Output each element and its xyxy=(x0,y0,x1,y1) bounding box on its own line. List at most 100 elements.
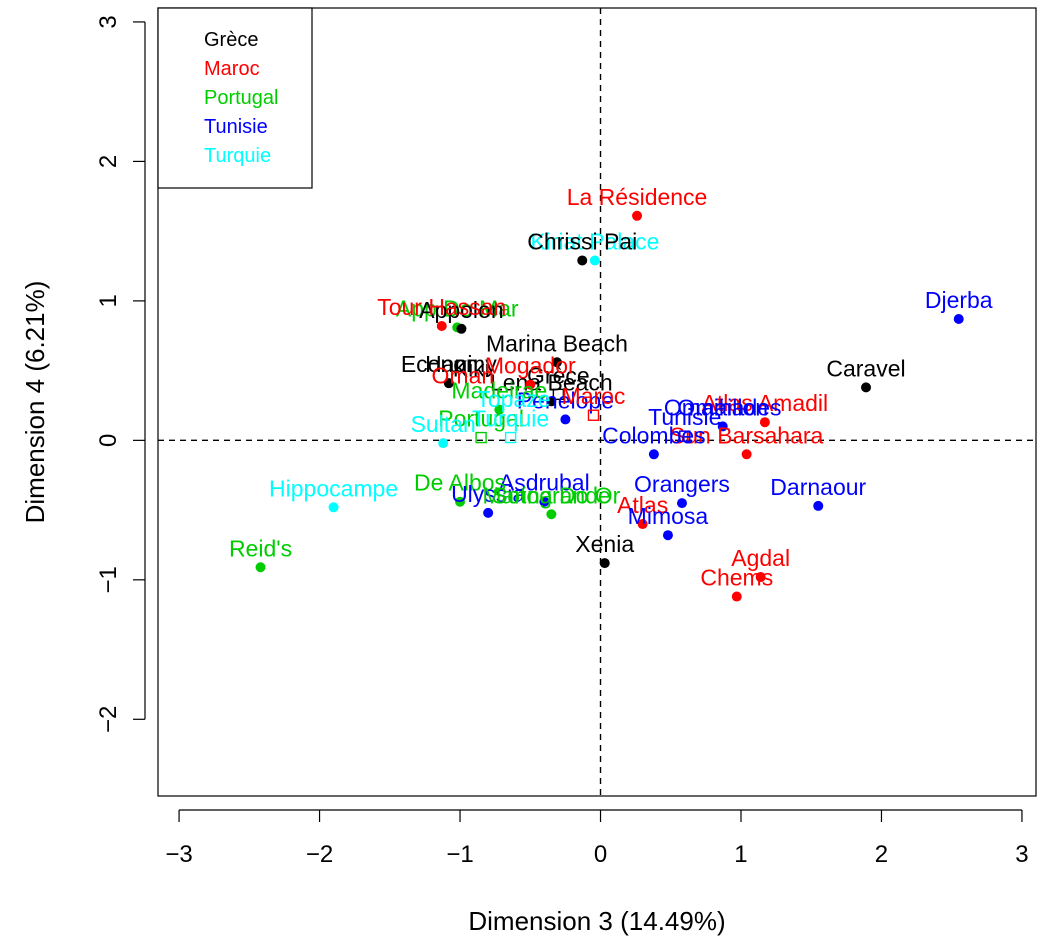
point-label: Marina Beach xyxy=(486,330,628,356)
point-label: Tour Hassan xyxy=(377,294,506,320)
point-label: Mimosa xyxy=(628,503,709,529)
legend-entry: Portugal xyxy=(204,87,279,109)
data-point xyxy=(483,507,494,518)
group-centroid-marker xyxy=(475,431,487,444)
data-point xyxy=(662,530,673,541)
data-point xyxy=(953,314,964,325)
point-label: Chrissi Pai xyxy=(527,228,637,254)
y-axis-label: Dimension 4 (6.21%) xyxy=(20,281,50,524)
point-label: Agdal xyxy=(731,545,790,571)
point-label: Sultan xyxy=(411,411,476,437)
group-centroid-marker xyxy=(679,430,691,442)
y-tick-label: 3 xyxy=(95,15,122,28)
data-point xyxy=(632,210,643,221)
point-label: Orangers xyxy=(634,471,730,497)
data-point xyxy=(813,500,824,511)
data-point xyxy=(741,449,752,460)
x-tick-label: −3 xyxy=(165,841,192,868)
point-label: Asdrubal xyxy=(499,470,590,496)
point-label: Maroc xyxy=(562,383,626,409)
data-point xyxy=(546,396,557,407)
legend-box xyxy=(157,7,313,189)
y-tick-label: 0 xyxy=(95,434,122,447)
point-label: Kiriat Palace xyxy=(530,228,659,254)
plot-border xyxy=(157,7,1037,797)
point-label: Grèce xyxy=(527,362,590,388)
point-label: Madeirae xyxy=(451,378,547,404)
data-point xyxy=(539,496,550,507)
y-tick-label: −2 xyxy=(95,706,122,733)
point-label: Appolon xyxy=(419,297,503,323)
point-label: Caravel xyxy=(826,355,905,381)
data-point xyxy=(560,414,571,425)
x-tick-label: −2 xyxy=(306,841,333,868)
point-label: Atlas Amadil xyxy=(702,390,829,416)
data-point xyxy=(443,378,454,389)
point-label: Ulyssia xyxy=(451,481,525,507)
data-point xyxy=(731,591,742,602)
point-label: Economy xyxy=(401,351,497,377)
x-tick-label: −1 xyxy=(446,841,473,868)
legend-entry: Tunisie xyxy=(204,116,268,138)
axes: −3 −2 −1 0 1 2 3 −2 −1 0 1 2 3 xyxy=(95,15,1029,868)
data-point xyxy=(861,382,872,393)
point-label: Omaillon xyxy=(677,394,768,420)
point-label: Tunisie xyxy=(648,404,721,430)
point-label: Sotogrande xyxy=(492,482,611,508)
x-axis-label: Dimension 3 (14.49%) xyxy=(468,906,725,936)
data-point xyxy=(436,320,447,331)
point-label: Djerba xyxy=(925,287,993,313)
data-point xyxy=(755,572,766,583)
data-point xyxy=(438,438,449,449)
point-label: App Do Mar xyxy=(396,295,519,321)
x-tick-label: 2 xyxy=(875,841,888,868)
y-tick-label: −1 xyxy=(95,566,122,593)
data-point xyxy=(551,357,562,368)
data-point xyxy=(637,519,648,530)
point-label: Lena Beach xyxy=(490,369,613,395)
point-label: Colombes xyxy=(602,422,706,448)
point-label: Omaihades xyxy=(664,394,782,420)
data-point xyxy=(676,498,687,509)
x-tick-label: 0 xyxy=(594,841,607,868)
data-point xyxy=(577,255,588,266)
point-label: Penelope xyxy=(517,387,614,413)
point-label: La Résidence xyxy=(567,184,708,210)
point-label: Marina Do Or xyxy=(482,482,620,508)
point-label: De Albos xyxy=(414,470,506,496)
data-point xyxy=(255,562,266,573)
data-point xyxy=(648,449,659,460)
plot-area xyxy=(157,7,1037,797)
legend-entry: Grèce xyxy=(204,29,258,51)
point-label: Turquie xyxy=(472,406,549,432)
group-centroid-marker xyxy=(552,388,565,401)
data-point xyxy=(599,558,610,569)
point-label: Hani xyxy=(425,351,472,377)
y-tick-label: 1 xyxy=(95,294,122,307)
legend-entry: Maroc xyxy=(204,58,260,80)
data-point xyxy=(546,509,557,520)
data-point xyxy=(759,417,770,428)
group-centroid-marker xyxy=(504,431,517,444)
point-label: Hippocampe xyxy=(269,475,398,501)
legend-entry: Turquie xyxy=(204,145,271,167)
data-point xyxy=(589,255,600,266)
data-point xyxy=(328,502,339,513)
point-label: Sun Barsahara xyxy=(670,422,824,448)
data-point xyxy=(455,496,466,507)
point-label: Atlas xyxy=(617,492,668,518)
point-label: Chems xyxy=(700,565,773,591)
data-point xyxy=(717,421,728,432)
point-label: Kiki xyxy=(453,355,490,381)
y-tick-label: 2 xyxy=(95,155,122,168)
legend: Grèce Maroc Portugal Tunisie Turquie xyxy=(157,7,313,189)
group-centroid-marker xyxy=(587,409,600,421)
data-point xyxy=(525,379,536,390)
point-label: Xenia xyxy=(575,531,634,557)
data-point xyxy=(456,323,467,334)
point-label: Mogador xyxy=(485,353,576,379)
point-label: Topaze xyxy=(476,386,550,412)
x-tick-label: 1 xyxy=(734,841,747,868)
point-label: Oman xyxy=(432,362,495,388)
